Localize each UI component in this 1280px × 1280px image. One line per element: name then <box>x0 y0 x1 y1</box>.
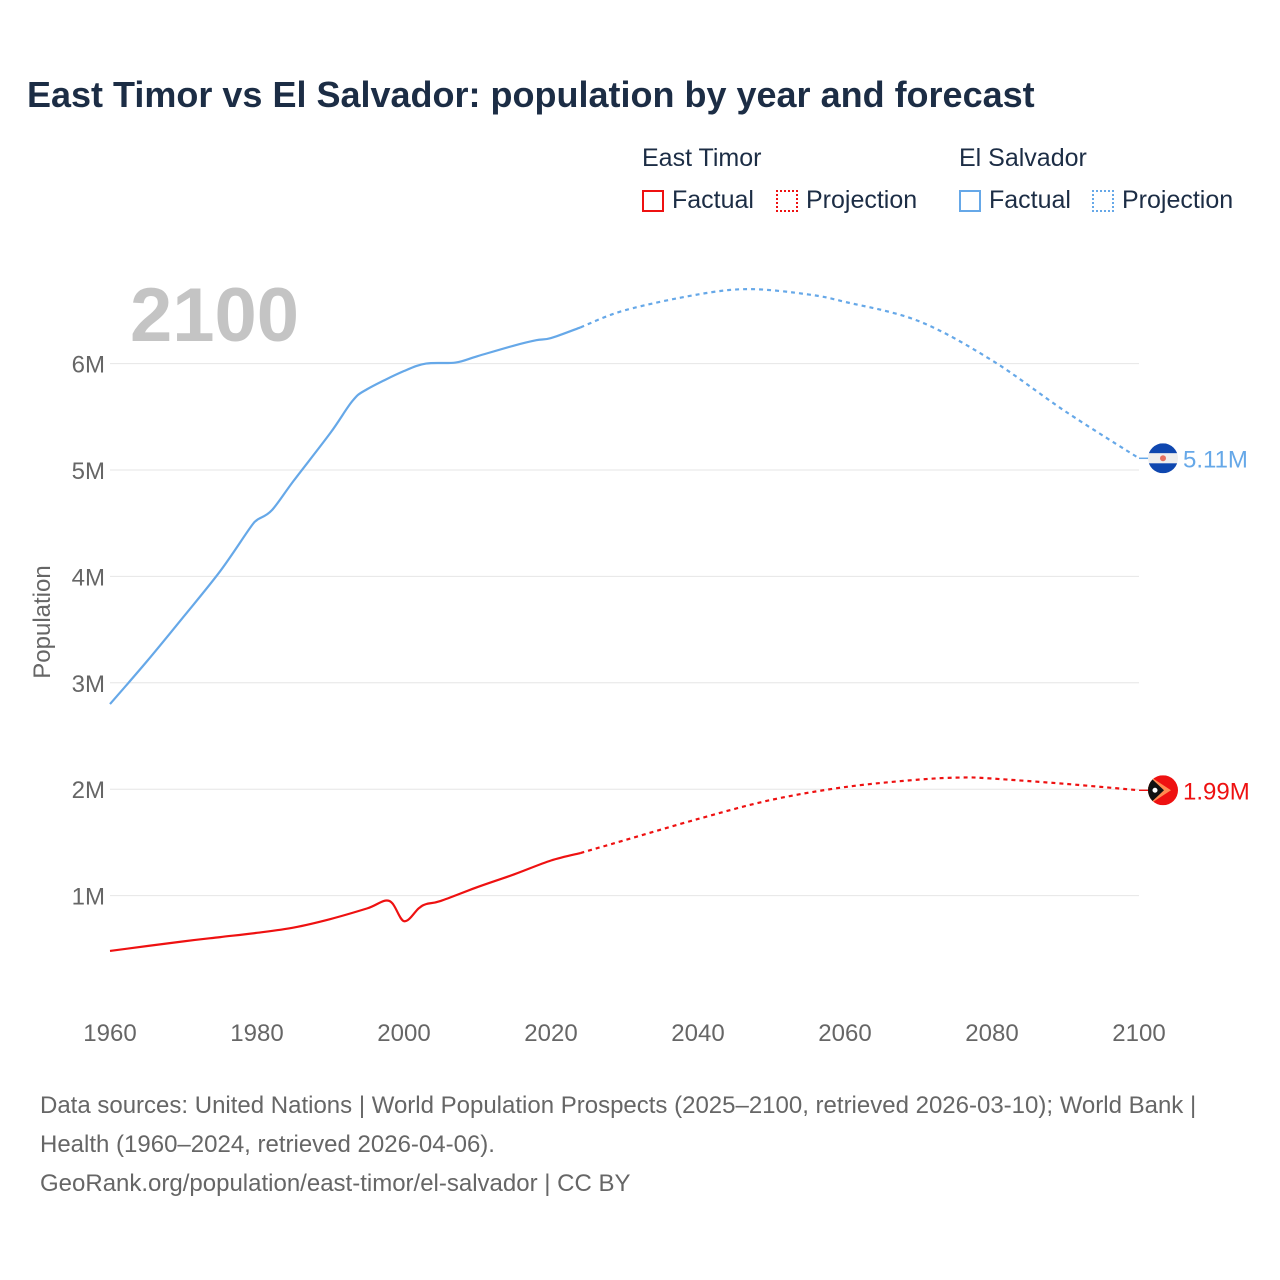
y-tick-label: 4M <box>72 564 105 591</box>
x-tick-label: 2080 <box>965 1020 1018 1047</box>
legend-swatch <box>959 189 981 212</box>
source-line: Data sources: United Nations | World Pop… <box>40 1092 1197 1158</box>
line-el-salvador-projection <box>580 288 1140 460</box>
line-east-timor-factual <box>109 851 581 953</box>
x-tick-label: 1980 <box>230 1020 283 1047</box>
legend-group-east-timor: East Timor <box>642 144 762 172</box>
legend-label: Projection <box>1122 186 1234 214</box>
legend-east-timor-factual[interactable]: Factual <box>642 186 754 215</box>
y-axis-label: Population <box>29 565 56 678</box>
legend-east-timor-projection[interactable]: Projection <box>776 186 917 215</box>
legend-swatch <box>1092 189 1114 212</box>
y-tick-label: 5M <box>72 458 105 485</box>
east-timor-flag-icon <box>1148 775 1178 806</box>
y-tick-label: 1M <box>72 884 105 911</box>
x-tick-label: 2060 <box>818 1020 871 1047</box>
source-note: Data sources: United Nations | World Pop… <box>40 1086 1240 1203</box>
legend-label: Factual <box>672 186 754 214</box>
legend-label: Projection <box>806 186 918 214</box>
source-line: GeoRank.org/population/east-timor/el-sal… <box>40 1170 631 1197</box>
legend-swatch <box>776 189 798 212</box>
x-tick-label: 2000 <box>377 1020 430 1047</box>
y-tick-label: 2M <box>72 777 105 804</box>
x-tick-label: 2100 <box>1112 1020 1165 1047</box>
current-year-label: 2100 <box>130 273 300 358</box>
end-value-label-el-salvador: 5.11M <box>1183 446 1248 473</box>
legend-el-salvador-projection[interactable]: Projection <box>1092 186 1233 215</box>
x-tick-label: 1960 <box>83 1020 136 1047</box>
el-salvador-flag-icon <box>1148 443 1178 474</box>
legend-label: Factual <box>989 186 1071 214</box>
end-value-label-east-timor: 1.99M <box>1183 778 1250 805</box>
x-tick-label: 2020 <box>524 1020 577 1047</box>
legend-swatch <box>642 189 664 212</box>
chart-title: East Timor vs El Salvador: population by… <box>27 74 1035 115</box>
y-tick-label: 3M <box>72 671 105 698</box>
line-east-timor-projection <box>580 776 1140 855</box>
legend-el-salvador-factual[interactable]: Factual <box>959 186 1071 215</box>
line-el-salvador-factual <box>109 326 581 705</box>
y-tick-label: 6M <box>72 352 105 379</box>
x-tick-label: 2040 <box>671 1020 724 1047</box>
legend-group-el-salvador: El Salvador <box>959 144 1087 172</box>
